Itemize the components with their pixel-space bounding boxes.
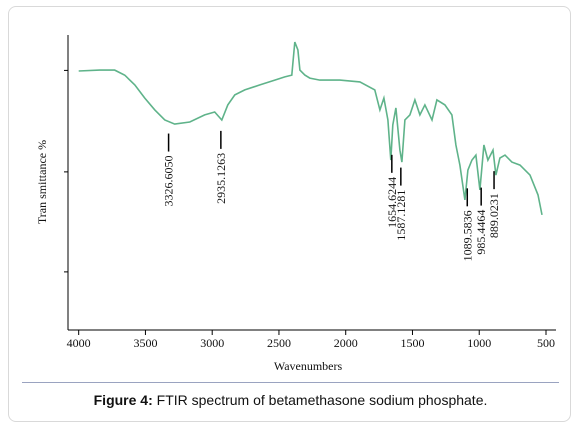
y-axis-label: Tran smittance % (35, 140, 49, 224)
x-tick-label: 2500 (267, 336, 291, 350)
figure-frame (8, 6, 571, 422)
peak-label: 1089.5836 (460, 210, 474, 261)
caption-rule (22, 382, 559, 383)
x-tick-label: 4000 (67, 336, 91, 350)
caption-label: Figure 4: (93, 392, 153, 408)
peak-label: 985.4464 (474, 210, 488, 255)
peak-label: 1654.6244 (385, 177, 399, 228)
peak-label: 1587.1281 (394, 190, 408, 241)
x-axis-label: Wavenumbers (274, 359, 343, 373)
x-tick-label: 1500 (400, 336, 424, 350)
x-tick-label: 500 (537, 336, 555, 350)
x-tick-label: 2000 (334, 336, 358, 350)
spectrum-line (78, 41, 543, 216)
chart: Wavenumbers Tran smittance % 4000 3500 300… (35, 35, 556, 373)
peak-label: 2935.1263 (214, 153, 228, 204)
caption-text: FTIR spectrum of betamethasone sodium ph… (156, 392, 488, 408)
x-tick-label: 3000 (200, 336, 224, 350)
caption: Figure 4: FTIR spectrum of betamethasone… (0, 392, 581, 408)
x-tick-label: 1000 (467, 336, 491, 350)
x-tick-label: 3500 (133, 336, 157, 350)
peak-label: 3326.6050 (162, 156, 176, 207)
peak-label: 889.0231 (487, 193, 501, 238)
